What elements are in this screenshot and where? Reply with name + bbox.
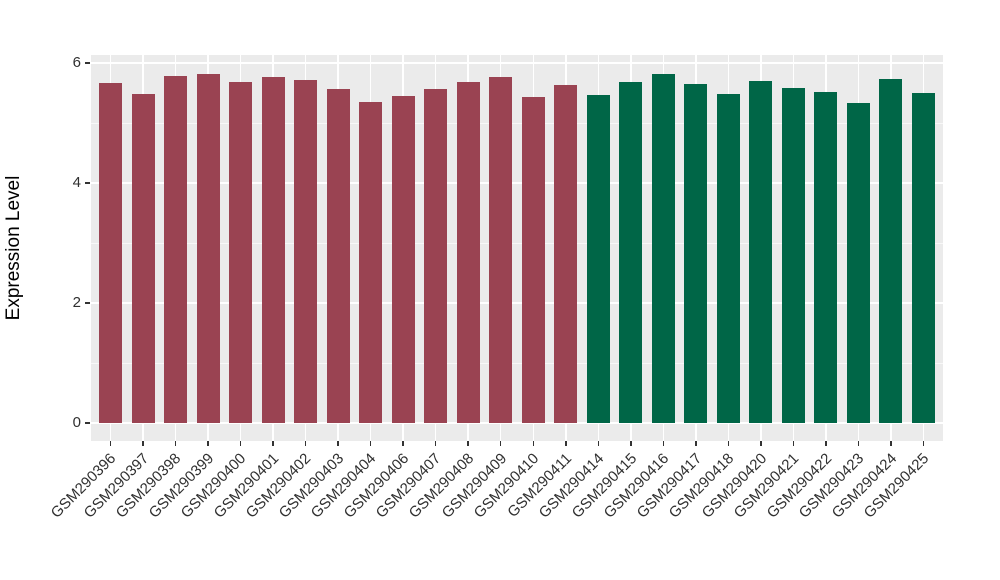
gridline-major <box>91 302 943 304</box>
gridline-minor <box>91 362 943 364</box>
y-tick-mark <box>85 422 90 424</box>
x-tick-mark <box>239 441 242 446</box>
x-tick-mark <box>369 441 372 446</box>
bar-GSM290406 <box>391 96 415 423</box>
x-tick-mark <box>792 441 795 446</box>
gridline-minor <box>91 122 943 124</box>
x-tick-mark <box>890 441 892 446</box>
y-axis-title: Expression Level <box>3 175 24 321</box>
y-tick-label: 2 <box>72 294 81 311</box>
bar-GSM290402 <box>294 79 318 423</box>
x-tick-mark <box>109 441 112 446</box>
bar-GSM290418 <box>716 94 740 423</box>
bar-GSM290423 <box>846 103 870 423</box>
x-tick-mark <box>499 441 502 446</box>
bar-GSM290398 <box>164 75 188 423</box>
bar-GSM290409 <box>489 77 513 423</box>
bar-GSM290396 <box>99 83 122 423</box>
x-tick-mark <box>695 441 697 446</box>
bar-GSM290397 <box>131 94 155 423</box>
bar-GSM290425 <box>911 93 935 423</box>
gridline-major <box>91 62 943 64</box>
x-tick-mark <box>760 441 762 446</box>
x-tick-mark <box>337 441 339 446</box>
bar-GSM290404 <box>359 102 383 423</box>
bar-GSM290407 <box>424 89 448 423</box>
x-tick-mark <box>402 441 404 446</box>
x-tick-mark <box>142 441 144 446</box>
y-tick-label: 4 <box>72 174 81 191</box>
bar-GSM290415 <box>619 81 643 423</box>
y-tick-mark <box>85 302 90 304</box>
y-tick-label: 0 <box>72 414 81 431</box>
x-tick-mark <box>304 441 307 446</box>
plot-panel <box>91 55 943 441</box>
x-tick-mark <box>597 441 600 446</box>
x-tick-mark <box>922 441 925 446</box>
y-tick-mark <box>85 62 90 64</box>
bar-GSM290421 <box>781 88 805 423</box>
y-tick-label: 6 <box>72 54 81 71</box>
y-tick-mark <box>85 182 90 184</box>
bar-GSM290414 <box>586 95 610 423</box>
x-tick-mark <box>434 441 437 446</box>
x-tick-mark <box>727 441 730 446</box>
bar-GSM290400 <box>229 81 253 423</box>
bar-GSM290401 <box>261 77 285 423</box>
bar-GSM290410 <box>521 97 545 423</box>
x-tick-mark <box>630 441 632 446</box>
x-tick-mark <box>565 441 567 446</box>
gridline-major <box>91 422 943 424</box>
bar-GSM290422 <box>814 92 838 423</box>
bar-GSM290411 <box>554 84 578 423</box>
x-tick-mark <box>662 441 665 446</box>
x-tick-mark <box>532 441 534 446</box>
bar-GSM290420 <box>749 81 773 423</box>
x-tick-mark <box>825 441 827 446</box>
gridline-minor <box>91 242 943 244</box>
gridline-major <box>91 182 943 184</box>
x-tick-mark <box>272 441 274 446</box>
x-tick-mark <box>207 441 209 446</box>
bar-GSM290399 <box>196 74 220 423</box>
bar-GSM290408 <box>456 81 480 423</box>
bar-GSM290417 <box>684 84 708 423</box>
bar-GSM290403 <box>326 89 350 423</box>
x-tick-mark <box>174 441 177 446</box>
bar-GSM290416 <box>651 73 675 423</box>
bar-GSM290424 <box>879 79 903 423</box>
x-tick-mark <box>467 441 469 446</box>
x-tick-mark <box>857 441 860 446</box>
